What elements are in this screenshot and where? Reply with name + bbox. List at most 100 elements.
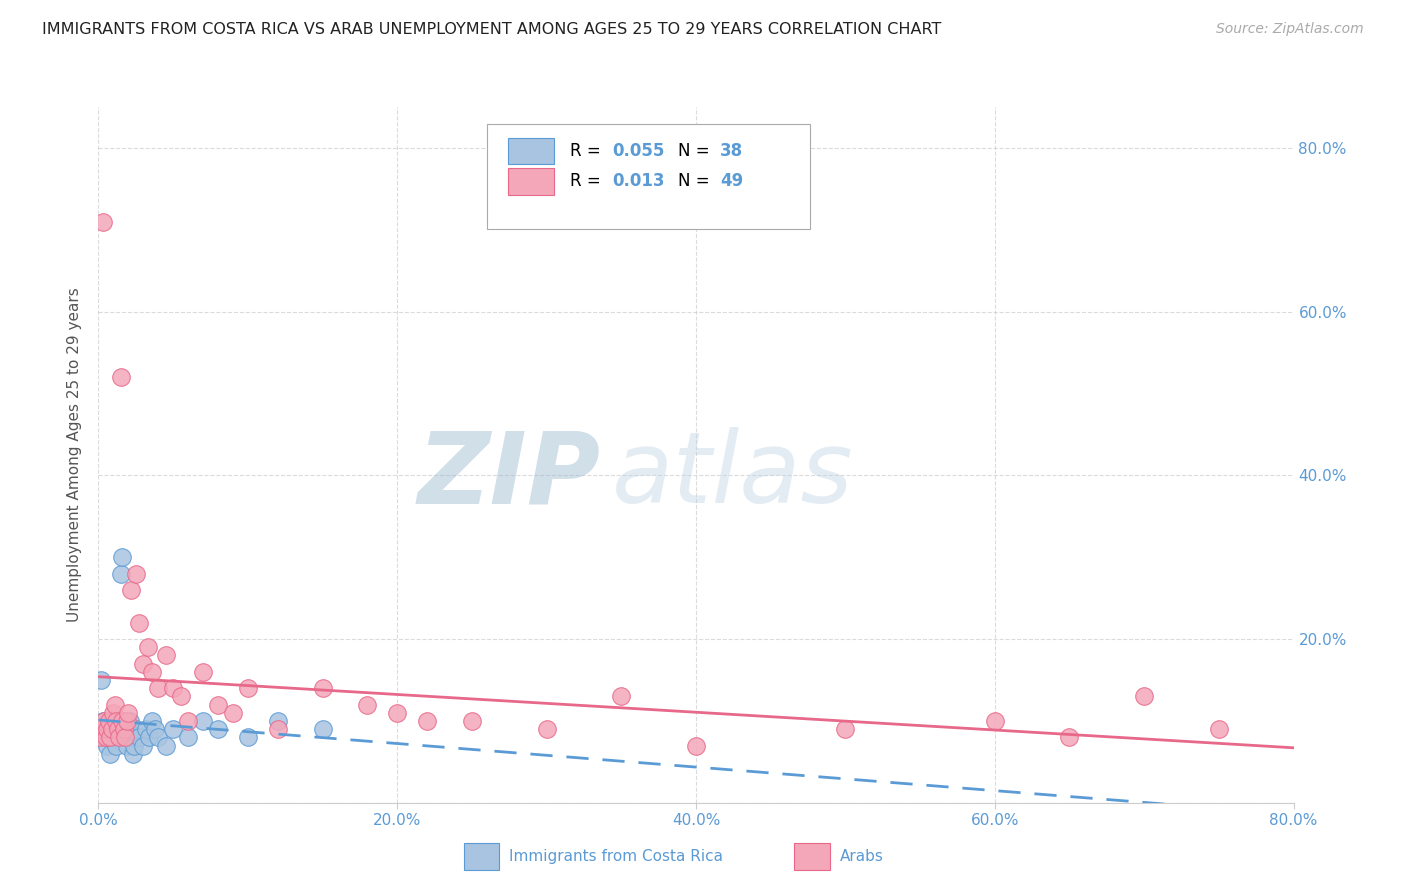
Point	[125, 566, 148, 581]
Text: Arabs: Arabs	[839, 849, 883, 863]
Point	[138, 731, 160, 745]
Point	[105, 739, 128, 753]
Point	[136, 640, 159, 655]
Text: N =: N =	[678, 172, 714, 191]
Point	[162, 722, 184, 736]
Point	[100, 747, 122, 761]
Point	[155, 648, 177, 663]
Point	[1133, 690, 1156, 704]
Point	[97, 714, 120, 728]
Point	[90, 722, 112, 736]
Point	[112, 722, 135, 736]
Text: 38: 38	[720, 142, 742, 160]
Point	[107, 722, 129, 736]
Point	[267, 722, 290, 736]
Y-axis label: Unemployment Among Ages 25 to 29 years: Unemployment Among Ages 25 to 29 years	[67, 287, 83, 623]
Point	[118, 714, 141, 728]
FancyBboxPatch shape	[509, 169, 554, 194]
Point	[120, 582, 142, 597]
Point	[94, 722, 117, 736]
FancyBboxPatch shape	[509, 137, 554, 164]
Point	[207, 698, 229, 712]
Point	[685, 739, 707, 753]
Point	[177, 731, 200, 745]
Point	[94, 731, 117, 745]
Point	[114, 731, 136, 745]
Point	[110, 370, 132, 384]
Point	[1208, 722, 1230, 736]
Text: 49: 49	[720, 172, 744, 191]
Point	[416, 714, 439, 728]
Point	[236, 731, 259, 745]
Point	[111, 550, 134, 565]
Point	[110, 566, 132, 581]
Point	[536, 722, 558, 736]
Point	[177, 714, 200, 728]
Point	[1059, 731, 1081, 745]
Text: 0.055: 0.055	[613, 142, 665, 160]
Point	[93, 714, 115, 728]
Text: ZIP: ZIP	[418, 427, 600, 524]
Point	[104, 698, 127, 712]
Point	[101, 722, 124, 736]
Point	[125, 722, 148, 736]
Point	[115, 739, 138, 753]
Point	[222, 706, 245, 720]
Point	[117, 706, 139, 720]
Text: R =: R =	[571, 172, 606, 191]
Point	[128, 615, 150, 630]
Point	[169, 690, 191, 704]
Text: N =: N =	[678, 142, 714, 160]
Point	[101, 714, 124, 728]
Point	[96, 739, 118, 753]
Point	[91, 214, 114, 228]
Point	[148, 731, 170, 745]
FancyBboxPatch shape	[486, 124, 810, 229]
Point	[108, 731, 131, 745]
Point	[141, 714, 163, 728]
Point	[128, 731, 150, 745]
Point	[117, 722, 139, 736]
Text: R =: R =	[571, 142, 606, 160]
Point	[191, 665, 214, 679]
Point	[114, 731, 136, 745]
Point	[141, 665, 163, 679]
Point	[115, 714, 138, 728]
Point	[111, 714, 134, 728]
Point	[385, 706, 409, 720]
Point	[103, 722, 125, 736]
Point	[236, 681, 259, 696]
Point	[132, 657, 155, 671]
Point	[461, 714, 484, 728]
Point	[103, 706, 125, 720]
Point	[97, 731, 120, 745]
Point	[96, 722, 118, 736]
Text: atlas: atlas	[613, 427, 853, 524]
Point	[100, 731, 122, 745]
Point	[91, 714, 114, 728]
Point	[267, 714, 290, 728]
Text: IMMIGRANTS FROM COSTA RICA VS ARAB UNEMPLOYMENT AMONG AGES 25 TO 29 YEARS CORREL: IMMIGRANTS FROM COSTA RICA VS ARAB UNEMP…	[42, 22, 942, 37]
Point	[207, 722, 229, 736]
Point	[610, 690, 633, 704]
Point	[121, 747, 143, 761]
Point	[93, 731, 115, 745]
Point	[105, 714, 128, 728]
Point	[135, 722, 157, 736]
Point	[984, 714, 1007, 728]
Point	[112, 714, 135, 728]
Text: 0.013: 0.013	[613, 172, 665, 191]
Point	[311, 681, 333, 696]
Text: Immigrants from Costa Rica: Immigrants from Costa Rica	[509, 849, 723, 863]
Point	[90, 673, 112, 687]
Text: Source: ZipAtlas.com: Source: ZipAtlas.com	[1216, 22, 1364, 37]
Point	[107, 722, 129, 736]
Point	[356, 698, 378, 712]
Point	[162, 681, 184, 696]
Point	[124, 739, 146, 753]
Point	[120, 731, 142, 745]
Point	[143, 722, 166, 736]
Point	[311, 722, 333, 736]
Point	[148, 681, 170, 696]
Point	[89, 731, 111, 745]
